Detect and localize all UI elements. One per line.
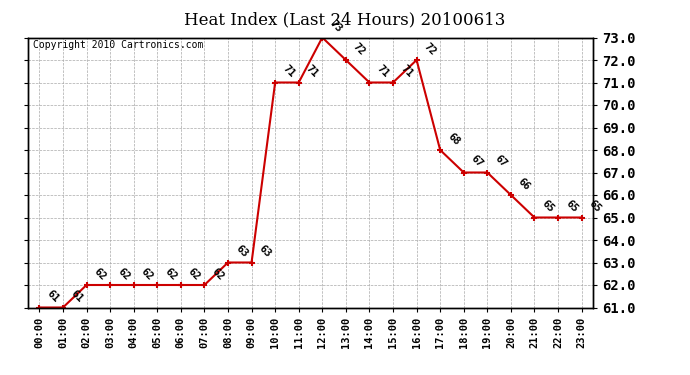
Text: 71: 71: [304, 64, 320, 80]
Text: 65: 65: [587, 199, 603, 215]
Text: 71: 71: [375, 64, 391, 80]
Text: 63: 63: [233, 244, 250, 260]
Text: 72: 72: [351, 41, 367, 57]
Text: 68: 68: [446, 131, 462, 147]
Text: 62: 62: [139, 266, 155, 282]
Text: 67: 67: [493, 154, 509, 170]
Text: 66: 66: [516, 176, 533, 192]
Text: 71: 71: [399, 64, 415, 80]
Text: 61: 61: [45, 289, 61, 305]
Text: 63: 63: [257, 244, 273, 260]
Text: Copyright 2010 Cartronics.com: Copyright 2010 Cartronics.com: [33, 40, 204, 50]
Text: 72: 72: [422, 41, 438, 57]
Text: 65: 65: [564, 199, 580, 215]
Text: 62: 62: [116, 266, 132, 282]
Text: 62: 62: [92, 266, 108, 282]
Text: 67: 67: [469, 154, 485, 170]
Text: 65: 65: [540, 199, 556, 215]
Text: 62: 62: [163, 266, 179, 282]
Text: 61: 61: [68, 289, 84, 305]
Text: 62: 62: [210, 266, 226, 282]
Text: 71: 71: [281, 64, 297, 80]
Text: 62: 62: [186, 266, 202, 282]
Text: Heat Index (Last 24 Hours) 20100613: Heat Index (Last 24 Hours) 20100613: [184, 11, 506, 28]
Text: 73: 73: [328, 19, 344, 35]
